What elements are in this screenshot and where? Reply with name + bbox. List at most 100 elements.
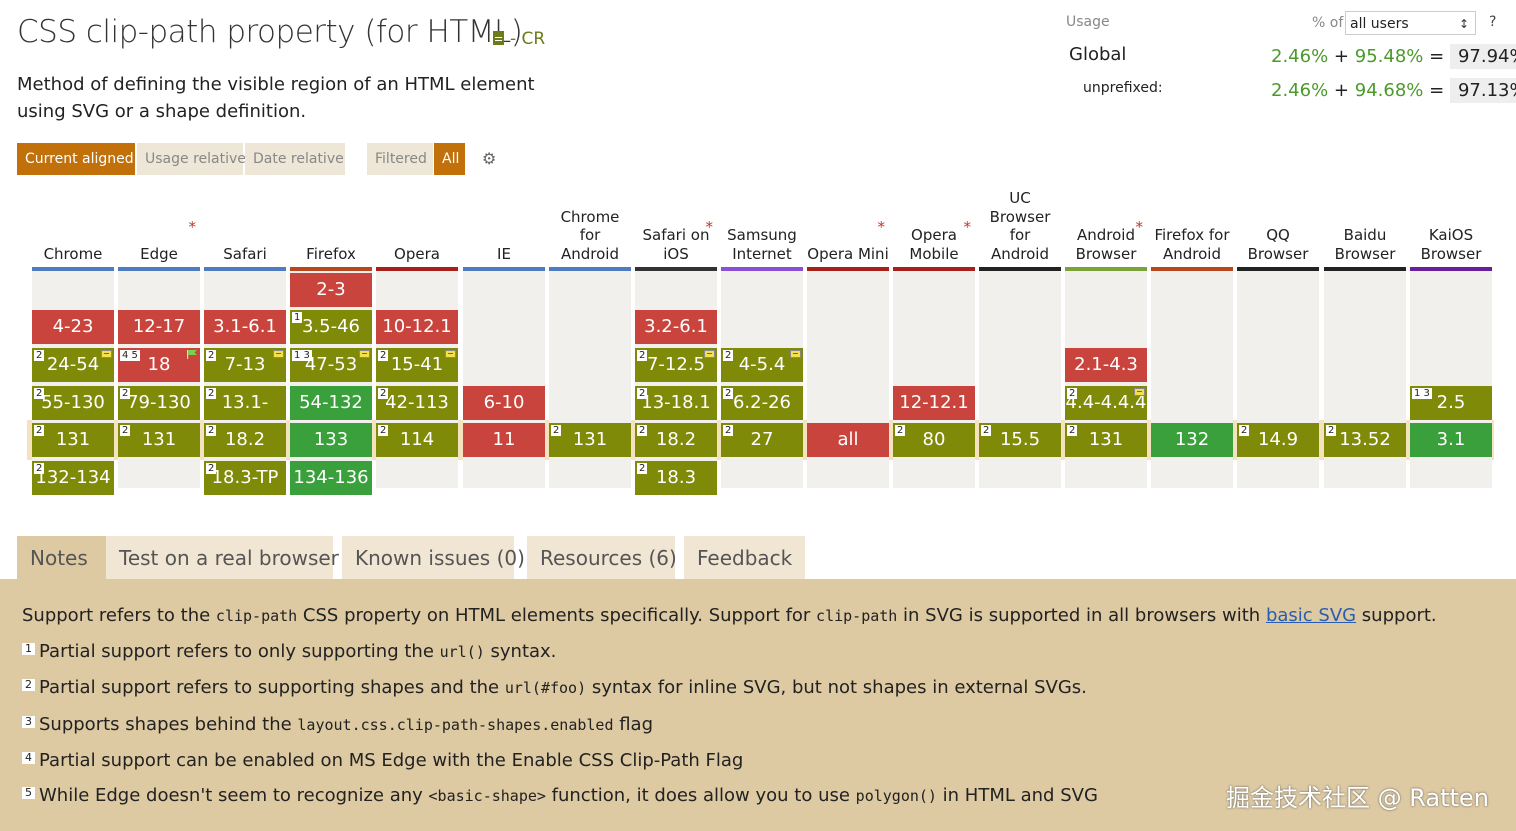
basic-svg-link[interactable]: basic SVG [1265,605,1357,626]
version-cell[interactable]: 3.1-6.1 [204,310,286,344]
version-cell[interactable]: 2.1-4.3 [1065,348,1147,382]
usage-relative-button[interactable]: Usage relative [137,143,246,175]
browser-color-bar [979,267,1061,271]
version-cell[interactable]: 18.3-TP 2 [204,461,286,495]
version-range: 80 [922,429,946,450]
tab-known-issues[interactable]: Known issues (0) [342,536,525,580]
version-cell[interactable]: 11 [463,423,545,457]
version-cell[interactable]: 6.2-26 2 [721,386,803,420]
gear-icon[interactable]: ⚙ [482,149,497,168]
browser-color-bar [721,267,803,271]
global-label: Global [1069,44,1127,65]
browser-header-firefox-for-android[interactable]: Firefox for Android [1151,188,1233,266]
current-aligned-button[interactable]: Current aligned [17,143,135,175]
version-cell[interactable]: 18 4 5 [118,348,200,382]
version-cell[interactable]: 2.5 1 3 [1410,386,1492,420]
browser-header-ie[interactable]: IE [463,188,545,266]
browser-name: Firefox [306,244,356,263]
browser-header-uc-browser-for-android[interactable]: UC Browser for Android [979,188,1061,266]
version-cell[interactable]: 15.5 2 [979,423,1061,457]
version-cell[interactable]: 133 [290,423,372,457]
tab-test-real-browser[interactable]: Test on a real browser [106,536,339,580]
unprefixed-label: unprefixed: [1083,80,1163,96]
version-cell[interactable]: 24-54 2 [32,348,114,382]
version-cell[interactable]: all [807,423,889,457]
version-cell[interactable]: 7-12.5 2 [635,348,717,382]
browser-header-samsung-internet[interactable]: Samsung Internet [721,188,803,266]
version-cell[interactable]: 4-23 [32,310,114,344]
version-cell[interactable]: 18.2 2 [204,423,286,457]
equals-sign: = [1429,80,1445,101]
prefix-asterisk-icon: * [963,218,972,236]
tab-notes[interactable]: Notes [17,536,106,580]
version-cell[interactable]: 18.3 2 [635,461,717,495]
browser-header-chrome-for-android[interactable]: Chrome for Android [549,188,631,266]
version-cell[interactable]: 132 [1151,423,1233,457]
version-cell[interactable]: 2-3 [290,273,372,307]
date-relative-button[interactable]: Date relative [245,143,345,175]
browser-name: Edge [140,244,178,263]
version-cell[interactable]: 12-12.1 [893,386,975,420]
version-cell[interactable]: 134-136 [290,461,372,495]
version-cell[interactable]: 13-18.1 2 [635,386,717,420]
version-cell[interactable]: 14.9 2 [1237,423,1319,457]
version-cell[interactable]: 54-132 [290,386,372,420]
version-cell[interactable]: 47-53 1 3 [290,348,372,382]
version-cell[interactable]: 12-17 [118,310,200,344]
note-ref: 1 3 [292,350,312,361]
browser-header-kaios-browser[interactable]: KaiOS Browser [1410,188,1492,266]
version-cell[interactable]: 132-134 2 [32,461,114,495]
browser-header-safari[interactable]: Safari [204,188,286,266]
version-cell[interactable]: 42-113 2 [376,386,458,420]
browser-header-android-browser[interactable]: Android Browser * [1065,188,1147,266]
tab-feedback[interactable]: Feedback [684,536,805,580]
version-cell[interactable]: 79-130 2 [118,386,200,420]
version-cell[interactable]: 13.52 2 [1324,423,1406,457]
usage-region-select[interactable]: all users [1345,11,1476,36]
all-button[interactable]: All [434,143,465,175]
browser-header-safari-on-ios[interactable]: Safari on iOS * [635,188,717,266]
version-cell[interactable]: 18.2 2 [635,423,717,457]
version-range: 54-132 [299,392,363,413]
version-range: 18.3-TP [211,467,279,488]
version-cell[interactable]: 3.5-46 1 [290,310,372,344]
version-cell[interactable]: 7-13 2 [204,348,286,382]
help-link[interactable]: ? [1489,14,1497,30]
browser-name: Safari on iOS [642,226,710,263]
filtered-button[interactable]: Filtered [367,143,433,175]
version-cell[interactable]: 3.1 [1410,423,1492,457]
version-range: 3.1-6.1 [213,316,277,337]
version-cell[interactable]: 131 2 [32,423,114,457]
browser-name: Baidu Browser [1334,226,1396,263]
browser-header-chrome[interactable]: Chrome [32,188,114,266]
version-cell[interactable]: 15-41 2 [376,348,458,382]
browser-header-baidu-browser[interactable]: Baidu Browser [1324,188,1406,266]
browser-header-opera-mobile[interactable]: Opera Mobile * [893,188,975,266]
version-cell[interactable]: 80 2 [893,423,975,457]
browser-header-qq-browser[interactable]: QQ Browser [1237,188,1319,266]
browser-color-bar [463,267,545,271]
watermark: 掘金技术社区 @ Ratten [1226,784,1489,812]
version-cell[interactable]: 55-130 2 [32,386,114,420]
version-cell[interactable]: 27 2 [721,423,803,457]
browser-header-opera-mini[interactable]: Opera Mini * [807,188,889,266]
browser-color-bar [893,267,975,271]
version-cell[interactable]: 10-12.1 [376,310,458,344]
version-cell[interactable]: 6-10 [463,386,545,420]
spec-status[interactable]: - CR [493,29,545,49]
note-ref: 2 [637,388,648,399]
browser-header-edge[interactable]: Edge * [118,188,200,266]
page-title: CSS clip-path property (for HTML) [17,14,523,50]
tab-resources[interactable]: Resources (6) [527,536,677,580]
version-cell[interactable]: 4.4-4.4.4 2 [1065,386,1147,420]
version-cell[interactable]: 13.1-18.12 [204,386,286,447]
browser-header-firefox[interactable]: Firefox [290,188,372,266]
browser-header-opera[interactable]: Opera [376,188,458,266]
version-cell[interactable]: 131 2 [118,423,200,457]
version-cell[interactable]: 3.2-6.1 [635,310,717,344]
version-cell[interactable]: 114 2 [376,423,458,457]
version-cell[interactable]: 4-5.4 2 [721,348,803,382]
version-cell[interactable]: 131 2 [549,423,631,457]
unprefixed-partial: 94.68% [1354,80,1424,101]
version-cell[interactable]: 131 2 [1065,423,1147,457]
